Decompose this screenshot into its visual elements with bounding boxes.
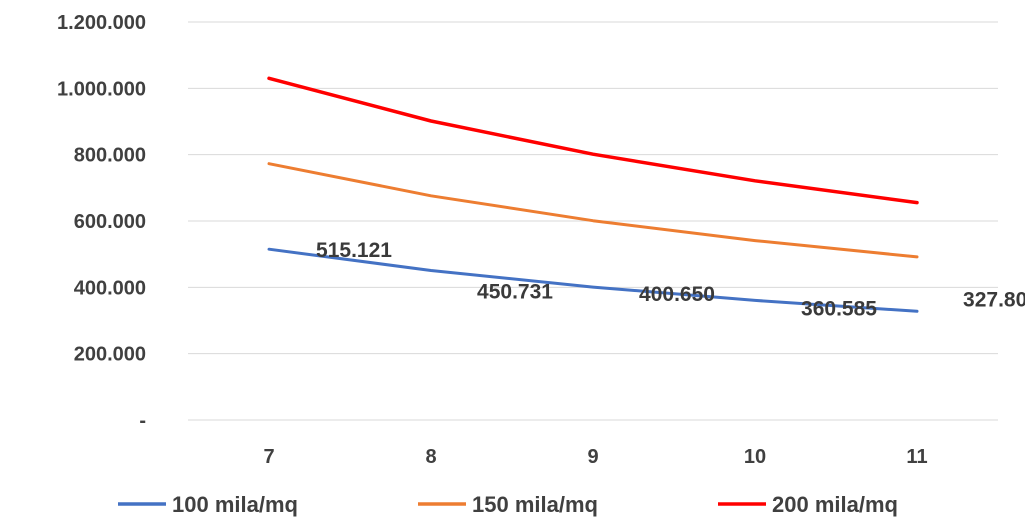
y-tick-label: -	[139, 410, 146, 432]
legend-label: 100 mila/mq	[172, 492, 298, 517]
y-tick-label: 400.000	[74, 277, 146, 299]
y-tick-label: 1.000.000	[57, 78, 146, 100]
y-tick-label: 600.000	[74, 211, 146, 233]
x-axis: 7 8 9 10 11	[263, 446, 927, 468]
x-tick-label: 9	[587, 446, 598, 468]
legend-label: 200 mila/mq	[772, 492, 898, 517]
data-labels: 515.121 450.731 400.650 360.585 327.804	[316, 239, 1025, 320]
x-tick-label: 7	[263, 446, 274, 468]
x-tick-label: 10	[744, 446, 766, 468]
data-label: 327.804	[963, 288, 1025, 311]
y-tick-label: 200.000	[74, 344, 146, 366]
y-axis: - 200.000 400.000 600.000 800.000 1.000.000 1.…	[57, 12, 146, 432]
series-line-1	[267, 247, 919, 313]
data-label: 515.121	[316, 239, 392, 262]
series-line-2	[267, 162, 919, 259]
x-tick-label: 11	[906, 446, 927, 468]
y-tick-label: 800.000	[74, 145, 146, 167]
legend: 100 mila/mq 150 mila/mq 200 mila/mq	[118, 492, 898, 517]
data-label: 450.731	[477, 281, 553, 304]
x-tick-label: 8	[425, 446, 436, 468]
data-label: 360.585	[801, 297, 877, 320]
series-line-3	[267, 76, 919, 205]
data-label: 400.650	[639, 283, 715, 306]
legend-label: 150 mila/mq	[472, 492, 598, 517]
series-lines	[267, 76, 919, 313]
y-tick-label: 1.200.000	[57, 12, 146, 34]
